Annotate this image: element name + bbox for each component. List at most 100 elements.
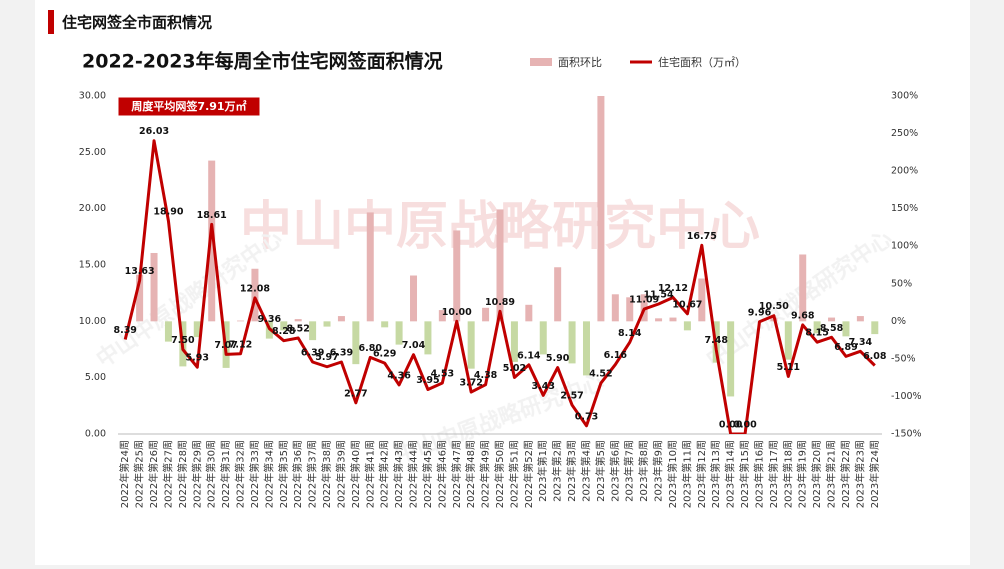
x-tick-label: 2022年第36周	[291, 440, 304, 508]
x-tick-label: 2023年第7周	[623, 440, 636, 502]
bar	[525, 304, 533, 322]
data-label: 7.07	[214, 340, 237, 351]
x-tick-label: 2023年第23周	[853, 440, 866, 508]
bar	[828, 317, 836, 322]
data-label: 8.14	[618, 328, 642, 339]
bar	[453, 230, 461, 322]
data-label: 0.00	[719, 420, 743, 431]
x-tick-label: 2022年第42周	[378, 440, 391, 508]
x-tick-label: 2022年第45周	[421, 440, 434, 508]
data-label: 5.93	[186, 353, 209, 364]
bar	[510, 321, 518, 362]
x-tick-label: 2022年第24周	[118, 440, 131, 508]
legend-label: 面积环比	[558, 56, 602, 69]
data-label: 7.12	[229, 339, 252, 350]
data-label: 8.52	[286, 324, 309, 335]
data-label: 5.90	[546, 353, 570, 364]
bar	[352, 321, 360, 365]
y2-tick-label: 0%	[891, 316, 906, 327]
data-label: 5.11	[777, 362, 800, 373]
x-tick-label: 2022年第30周	[205, 440, 218, 508]
legend-swatch	[530, 58, 552, 66]
x-tick-label: 2022年第47周	[450, 440, 463, 508]
x-tick-label: 2023年第11周	[680, 440, 693, 508]
x-tick-label: 2023年第24周	[868, 440, 881, 508]
x-tick-label: 2022年第39周	[334, 440, 347, 508]
x-tick-label: 2023年第20周	[810, 440, 823, 508]
data-label: 7.50	[171, 335, 195, 346]
bar	[208, 160, 216, 322]
bar	[842, 321, 850, 337]
bar	[496, 209, 504, 322]
x-tick-label: 2023年第12周	[695, 440, 708, 508]
x-tick-label: 2023年第22周	[839, 440, 852, 508]
x-tick-label: 2022年第37周	[306, 440, 319, 508]
data-label: 16.75	[687, 231, 717, 242]
data-label: 9.96	[748, 307, 772, 318]
data-label: 10.67	[672, 299, 702, 310]
data-label: 18.61	[197, 210, 227, 221]
y-tick-label: 25.00	[79, 147, 106, 158]
data-label: 4.38	[474, 370, 498, 381]
y2-tick-label: 250%	[891, 128, 918, 139]
x-tick-label: 2022年第28周	[176, 440, 189, 508]
x-tick-label: 2022年第46周	[435, 440, 448, 508]
data-label: 8.58	[820, 323, 844, 334]
bar	[582, 321, 590, 376]
x-tick-label: 2022年第48周	[464, 440, 477, 508]
y-tick-label: 0.00	[85, 429, 106, 440]
x-tick-label: 2023年第6周	[608, 440, 621, 502]
bar	[366, 212, 374, 322]
data-label: 7.48	[704, 335, 728, 346]
x-tick-label: 2023年第13周	[709, 440, 722, 508]
data-label: 6.80	[359, 343, 383, 354]
x-tick-label: 2022年第32周	[234, 440, 247, 508]
x-tick-label: 2023年第3周	[565, 440, 578, 502]
x-tick-label: 2022年第44周	[407, 440, 420, 508]
bar	[323, 321, 331, 327]
data-label: 10.50	[759, 301, 789, 312]
data-label: 0.00	[733, 420, 757, 431]
x-tick-label: 2022年第50周	[493, 440, 506, 508]
data-label: 10.00	[442, 307, 472, 318]
x-tick-label: 2023年第5周	[594, 440, 607, 502]
bar	[597, 96, 605, 322]
chart-title: 2022-2023年每周全市住宅网签面积情况	[82, 50, 443, 73]
bar	[669, 317, 677, 322]
data-label: 6.08	[863, 351, 887, 362]
data-label: 11.09	[629, 295, 659, 306]
y2-tick-label: -150%	[891, 429, 922, 440]
line	[123, 139, 876, 434]
x-tick-label: 2022年第26周	[147, 440, 160, 508]
x-tick-label: 2023年第2周	[551, 440, 564, 502]
data-label: 8.15	[805, 328, 828, 339]
data-label: 3.72	[459, 378, 482, 389]
x-tick-label: 2022年第27周	[161, 440, 174, 508]
bar	[237, 320, 245, 322]
x-tick-label: 2022年第29周	[190, 440, 203, 508]
y2-tick-label: 100%	[891, 241, 918, 252]
bar	[784, 321, 792, 360]
y2-tick-label: 50%	[891, 278, 912, 289]
bar	[799, 254, 807, 322]
data-label: 7.04	[402, 340, 426, 351]
y2-tick-label: 300%	[891, 91, 918, 102]
x-tick-label: 2023年第16周	[752, 440, 765, 508]
x-tick-label: 2022年第49周	[479, 440, 492, 508]
x-tick-label: 2023年第18周	[781, 440, 794, 508]
x-tick-label: 2023年第1周	[536, 440, 549, 502]
bar	[856, 316, 864, 322]
x-tick-label: 2023年第4周	[579, 440, 592, 502]
data-label: 5.97	[315, 352, 338, 363]
y2-tick-label: 150%	[891, 203, 918, 214]
bar	[438, 310, 446, 322]
bar	[150, 252, 158, 322]
data-label: 8.28	[272, 326, 296, 337]
bar	[554, 267, 562, 322]
x-tick-label: 2023年第14周	[724, 440, 737, 508]
y2-tick-label: -50%	[891, 353, 916, 364]
data-label: 10.89	[485, 297, 515, 308]
x-tick-label: 2022年第31周	[219, 440, 232, 508]
bar	[309, 321, 317, 341]
data-label: 6.29	[373, 349, 396, 360]
